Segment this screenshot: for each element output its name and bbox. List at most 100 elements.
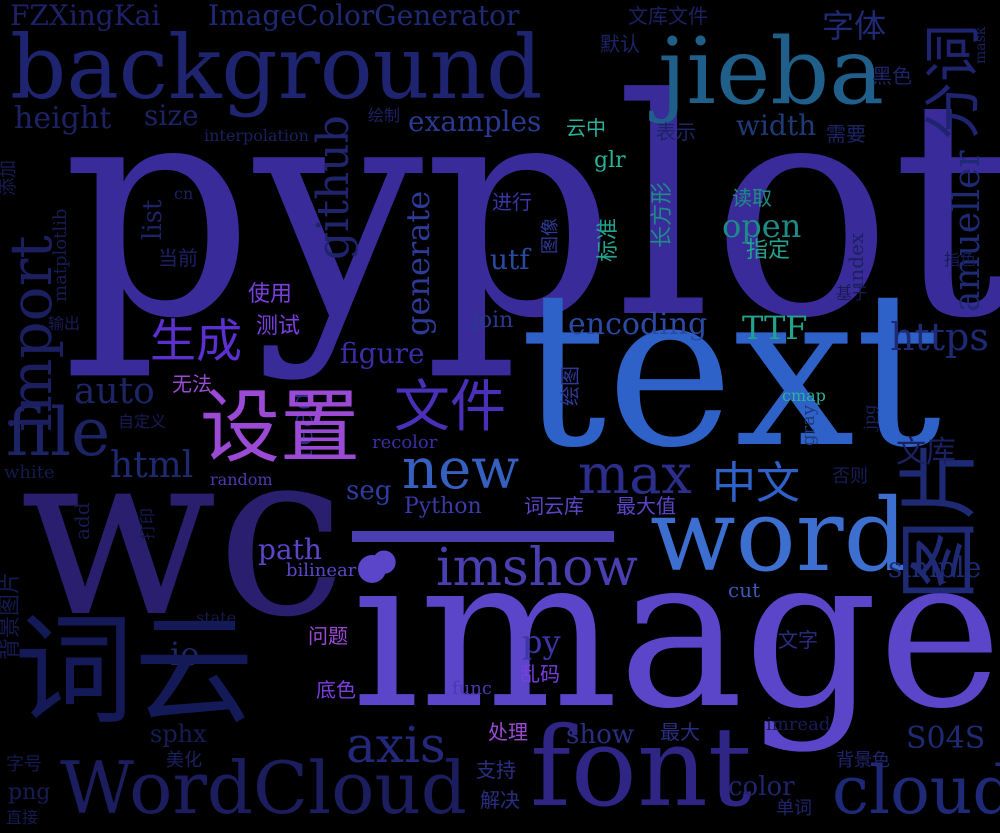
word-index: index — [844, 232, 868, 288]
word-open: open — [722, 207, 802, 245]
underline-bar — [352, 531, 614, 542]
word-changfangxing: 长方形 — [650, 181, 675, 248]
word-zhichi: 支持 — [476, 758, 516, 782]
word-shezhi: 设置 — [200, 381, 360, 474]
word-glr: glr — [594, 148, 626, 173]
word-zuidazhi: 最大值 — [616, 494, 676, 518]
word-S04S: S04S — [906, 721, 986, 756]
word-random: random — [210, 470, 273, 489]
dot-mark — [358, 555, 386, 583]
word-list: list — [138, 199, 168, 240]
word-WordCloud: WordCloud — [60, 746, 467, 830]
word-new: new — [402, 437, 520, 502]
word-chuli: 处理 — [488, 720, 528, 744]
word-add: add — [70, 502, 94, 540]
word-dangqian: 当前 — [158, 246, 198, 270]
word-wc: wc — [20, 401, 346, 668]
word-https: https — [890, 315, 989, 359]
word-heise: 黑色 — [872, 64, 912, 88]
word-py: py — [522, 623, 561, 661]
word-color: color — [728, 772, 795, 802]
word-pyplot: pyplot — [62, 35, 1000, 384]
word-wenzi: 文字 — [778, 628, 818, 652]
word-word: word — [650, 477, 908, 594]
word-join: join — [472, 308, 514, 333]
word-jiejue: 解决 — [480, 788, 520, 812]
word-max: max — [578, 443, 692, 506]
word-luanma: 乱码 — [520, 662, 560, 686]
word-show: show — [566, 720, 634, 750]
word-ceshi: 测试 — [256, 314, 301, 339]
word-biaozhun: 标准 — [596, 217, 621, 262]
word-png: png — [8, 780, 51, 805]
word-file: file — [6, 394, 111, 471]
word-width: width — [736, 109, 817, 142]
word-FZXingKai: FZXingKai — [10, 0, 161, 32]
word-biaoshi: 表示 — [656, 120, 696, 144]
word-cmap: cmap — [782, 386, 826, 405]
word-func: func — [452, 678, 492, 699]
word-cloud: cloud — [832, 752, 1000, 829]
word-amueller: amueller — [947, 150, 988, 312]
word-shengcheng: 生成 — [150, 314, 242, 368]
word-image: image — [352, 510, 1000, 755]
word-tianjia: 添加 — [0, 160, 19, 196]
word-simple: simple — [888, 551, 982, 584]
word-zihao: 字号 — [6, 754, 42, 775]
word-white: white — [4, 462, 55, 483]
word-state: state — [196, 608, 237, 627]
word-wenku-wenjian: 文库文件 — [628, 4, 708, 28]
word-dayin: 打印 — [138, 507, 157, 540]
word-generate: generate — [399, 190, 437, 336]
word-text: text — [520, 244, 942, 495]
word-sphx: sphx — [150, 720, 207, 748]
word-xuyao: 需要 — [826, 122, 866, 146]
word-fenci: 分词 — [919, 23, 987, 140]
word-dise: 底色 — [316, 678, 356, 702]
word-danci: 单词 — [776, 798, 812, 819]
word-ciyunku: 词云库 — [524, 494, 584, 518]
word-recolor: recolor — [372, 432, 438, 453]
word-ziti: 字体 — [822, 7, 887, 45]
word-imread: imread — [766, 714, 831, 735]
word-shuchu: 输出 — [48, 314, 81, 333]
word-utf: utf — [490, 243, 530, 276]
word-duqu: 读取 — [732, 186, 772, 210]
word-shiyong: 使用 — [248, 282, 293, 307]
word-zhise: 指色 — [944, 250, 977, 269]
word-beijing-tupian: 背景图片 — [0, 571, 23, 660]
word-jiyu: 基于 — [836, 284, 869, 303]
word-TTF: TTF — [742, 309, 808, 347]
word-jieba: jieba — [658, 18, 885, 125]
word-jinxing: 进行 — [492, 190, 532, 214]
word-figure: figure — [340, 337, 425, 370]
word-Python: Python — [404, 494, 482, 519]
word-tuxiang: 图像 — [540, 218, 561, 254]
word-cut: cut — [728, 578, 761, 602]
word-background: background — [10, 16, 543, 119]
word-huizhi: 绘制 — [368, 106, 401, 125]
word-wenti: 问题 — [308, 624, 348, 648]
word-beijingse: 背景色 — [836, 750, 890, 771]
word-huitu: 绘图 — [558, 366, 582, 406]
word-bilinear: bilinear — [286, 560, 357, 581]
word-zidingyi: 自定义 — [118, 412, 167, 431]
word-ImageColorGenerator: ImageColorGenerator — [208, 0, 520, 32]
word-html: html — [110, 445, 194, 486]
word-jpg: jpg — [860, 404, 879, 430]
word-examples: examples — [408, 105, 542, 138]
word-size: size — [144, 99, 199, 132]
word-height: height — [14, 101, 112, 136]
word-zhongwen: 中文 — [712, 458, 800, 509]
word-seg: seg — [346, 476, 392, 506]
word-font: font — [530, 703, 752, 831]
word-meihua: 美化 — [166, 750, 202, 771]
word-wenku: 文库 — [896, 435, 956, 470]
word-ciyun: 词云 — [14, 602, 254, 741]
word-zhijie: 直接 — [6, 808, 39, 827]
word-moren: 默认 — [600, 32, 640, 56]
word-auto: auto — [74, 371, 155, 412]
word-matplotlib: matplotlib — [50, 208, 71, 302]
word-wufa: 无法 — [172, 372, 212, 396]
